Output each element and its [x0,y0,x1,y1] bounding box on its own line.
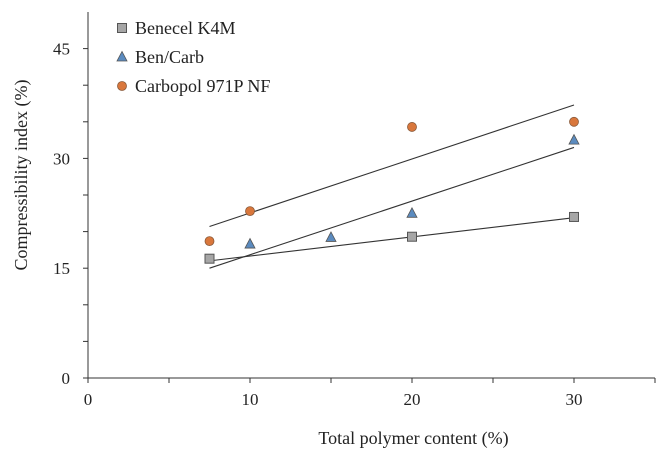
legend-marker-ben-carb [116,50,128,62]
data-point [325,231,337,242]
data-point [569,211,579,222]
data-point [245,206,255,217]
data-point [204,236,215,247]
x-axis-title: Total polymer content (%) [318,428,508,449]
trendline [209,217,575,262]
data-point [569,116,579,127]
legend-item-ben-carb: Ben/Carb [116,47,204,67]
trendlines [209,104,575,269]
trendline [209,146,575,269]
x-tick-label: 20 [404,390,421,409]
legend-marker-carbopol [117,81,127,91]
legend-item-benecel: Benecel K4M [117,18,235,38]
legend-label-carbopol: Carbopol 971P NF [135,76,270,96]
y-tick-label: 45 [53,40,70,59]
data-markers [204,116,580,264]
data-point [117,81,127,91]
y-tick-label: 15 [53,259,70,278]
legend-item-carbopol: Carbopol 971P NF [117,76,270,96]
trendline [209,104,575,227]
x-tick-label: 10 [242,390,259,409]
x-tick-label: 0 [84,390,93,409]
data-point [406,206,418,218]
legend: Benecel K4M Ben/Carb Carbopol 971P NF [116,18,270,96]
y-tick-label: 30 [53,149,70,168]
legend-label-benecel: Benecel K4M [135,18,235,38]
data-point [407,122,417,132]
y-axis-title: Compressibility index (%) [11,80,32,271]
data-point [204,253,215,264]
data-point [407,231,417,242]
y-tick-label: 0 [62,369,71,388]
data-point [117,23,127,33]
ticks: 0 10 20 30 0 15 30 45 [53,40,656,409]
x-tick-label: 30 [566,390,583,409]
data-point [116,50,128,62]
legend-label-ben-carb: Ben/Carb [135,47,204,67]
legend-marker-benecel [117,23,127,33]
data-point [244,237,256,249]
data-point [568,133,580,145]
